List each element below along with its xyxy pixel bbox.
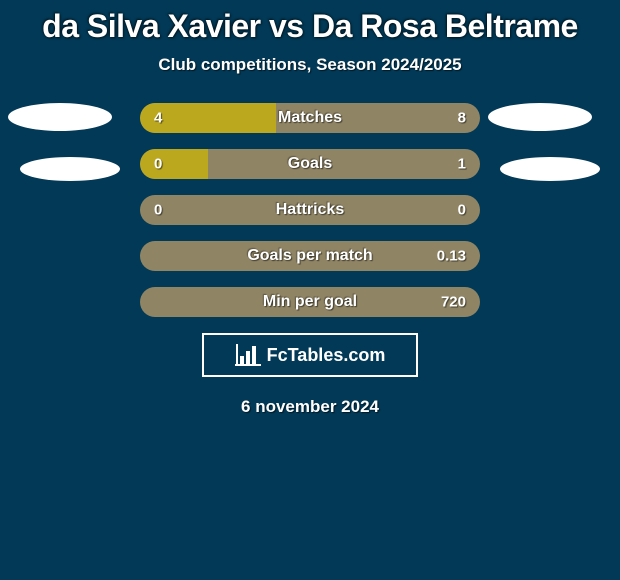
- stat-value-left: 0: [154, 156, 162, 173]
- stat-row: Hattricks0 0: [140, 195, 480, 225]
- stat-row: Min per goal720: [140, 287, 480, 317]
- stat-row: Goals0 1: [140, 149, 480, 179]
- player-marker-ellipse: [500, 157, 600, 181]
- player-marker-ellipse: [20, 157, 120, 181]
- stat-value-left: 0: [154, 202, 162, 219]
- footer-date: 6 november 2024: [0, 397, 620, 417]
- stat-value-right: 0.13: [437, 248, 466, 265]
- stat-label: Hattricks: [140, 201, 480, 219]
- stat-label: Matches: [140, 109, 480, 127]
- stats-area: Matches48Goals01Hattricks00Goals per mat…: [0, 103, 620, 317]
- page-title: da Silva Xavier vs Da Rosa Beltrame: [0, 8, 620, 45]
- stat-label: Goals: [140, 155, 480, 173]
- stat-row: Goals per match0.13: [140, 241, 480, 271]
- branding-text: FcTables.com: [267, 345, 386, 366]
- stat-row: Matches4 8: [140, 103, 480, 133]
- stat-value-right: 1: [458, 156, 466, 173]
- player-marker-ellipse: [8, 103, 112, 131]
- player-marker-ellipse: [488, 103, 592, 131]
- branding-box: FcTables.com: [202, 333, 418, 377]
- bar-chart-icon: [235, 344, 261, 366]
- stat-value-right: 720: [441, 294, 466, 311]
- stat-value-right: 8: [458, 110, 466, 127]
- stat-value-right: 0: [458, 202, 466, 219]
- subtitle: Club competitions, Season 2024/2025: [0, 55, 620, 75]
- stat-label: Min per goal: [140, 293, 480, 311]
- stat-label: Goals per match: [140, 247, 480, 265]
- comparison-card: da Silva Xavier vs Da Rosa Beltrame Club…: [0, 0, 620, 417]
- stat-value-left: 4: [154, 110, 162, 127]
